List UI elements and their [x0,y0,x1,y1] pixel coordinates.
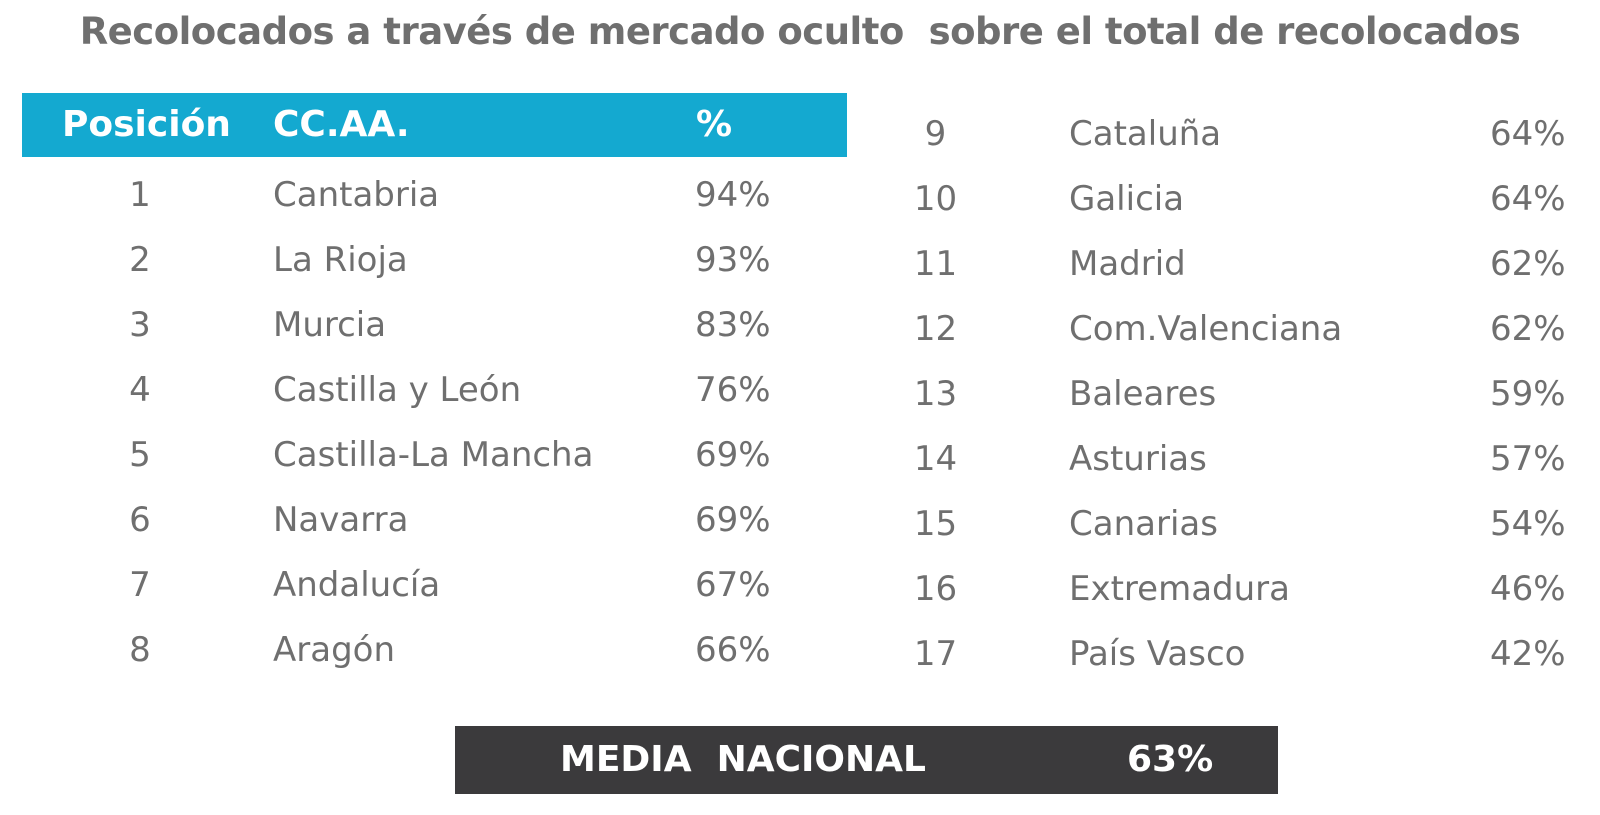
row-position: 8 [129,630,151,670]
row-region: Castilla-La Mancha [273,435,594,475]
table-row: 7 Andalucía 67% [0,553,1600,617]
row-region: Asturias [1069,439,1207,479]
row-percent: 66% [695,630,771,670]
row-percent: 62% [1490,244,1566,284]
table-row: 10 Galicia 64% [0,167,1600,231]
table-row: 6 Navarra 69% [0,488,1600,552]
row-percent: 46% [1490,569,1566,609]
row-region: Madrid [1069,244,1186,284]
row-position: 2 [129,240,151,280]
row-percent: 83% [695,305,771,345]
national-average-bar: MEDIA NACIONAL 63% [455,726,1278,794]
row-position: 1 [129,175,151,215]
chart-title: Recolocados a través de mercado oculto s… [79,10,1521,53]
table-row: 13 Baleares 59% [0,362,1600,426]
row-region: Aragón [273,630,396,670]
row-region: Murcia [273,305,387,345]
row-percent: 62% [1490,309,1566,349]
header-position: Posición [62,104,231,145]
row-position: 12 [913,309,958,349]
row-percent: 93% [695,240,771,280]
header-percent: % [696,104,733,145]
row-region: Canarias [1069,504,1218,544]
row-percent: 59% [1490,374,1566,414]
table-row: 11 Madrid 62% [0,232,1600,296]
row-position: 14 [913,439,958,479]
row-percent: 64% [1490,114,1566,154]
row-region: Com.Valenciana [1069,309,1343,349]
row-region: La Rioja [273,240,408,280]
table-row: 5 Castilla-La Mancha 69% [0,423,1600,487]
table-row: 14 Asturias 57% [0,427,1600,491]
row-percent: 69% [695,435,771,475]
row-position: 9 [924,114,947,154]
table-row: 15 Canarias 54% [0,492,1600,556]
row-region: Cantabria [273,175,440,215]
table-row: 12 Com.Valenciana 62% [0,297,1600,361]
row-region: Castilla y León [273,370,522,410]
table-header: Posición CC.AA. % [22,93,847,157]
row-position: 5 [129,435,151,475]
header-region: CC.AA. [273,104,410,145]
row-position: 7 [129,565,151,605]
row-position: 3 [129,305,151,345]
row-position: 4 [129,370,151,410]
national-average-label: MEDIA NACIONAL [560,739,926,780]
row-percent: 42% [1490,634,1566,674]
row-position: 15 [913,504,958,544]
table-row: 4 Castilla y León 76% [0,358,1600,422]
row-percent: 76% [695,370,771,410]
table-row: 9 Cataluña 64% [0,102,1600,166]
row-percent: 94% [695,175,771,215]
row-position: 16 [913,569,958,609]
table-row: 1 Cantabria 94% [0,163,1600,227]
table-row: 3 Murcia 83% [0,293,1600,357]
row-position: 11 [913,244,958,284]
row-percent: 57% [1490,439,1566,479]
row-position: 6 [129,500,151,540]
row-region: Cataluña [1069,114,1222,154]
table-row: 8 Aragón 66% [0,618,1600,682]
row-position: 10 [913,179,958,219]
row-percent: 69% [695,500,771,540]
row-region: Galicia [1069,179,1185,219]
national-average-value: 63% [1127,739,1214,780]
row-region: Navarra [273,500,409,540]
table-row: 2 La Rioja 93% [0,228,1600,292]
row-percent: 54% [1490,504,1566,544]
row-percent: 67% [695,565,771,605]
row-position: 13 [913,374,958,414]
row-region: País Vasco [1069,634,1246,674]
row-region: Andalucía [273,565,441,605]
row-percent: 64% [1490,179,1566,219]
row-region: Baleares [1069,374,1217,414]
row-region: Extremadura [1069,569,1290,609]
row-position: 17 [913,634,958,674]
table-row: 16 Extremadura 46% [0,557,1600,621]
table-row: 17 País Vasco 42% [0,622,1600,686]
